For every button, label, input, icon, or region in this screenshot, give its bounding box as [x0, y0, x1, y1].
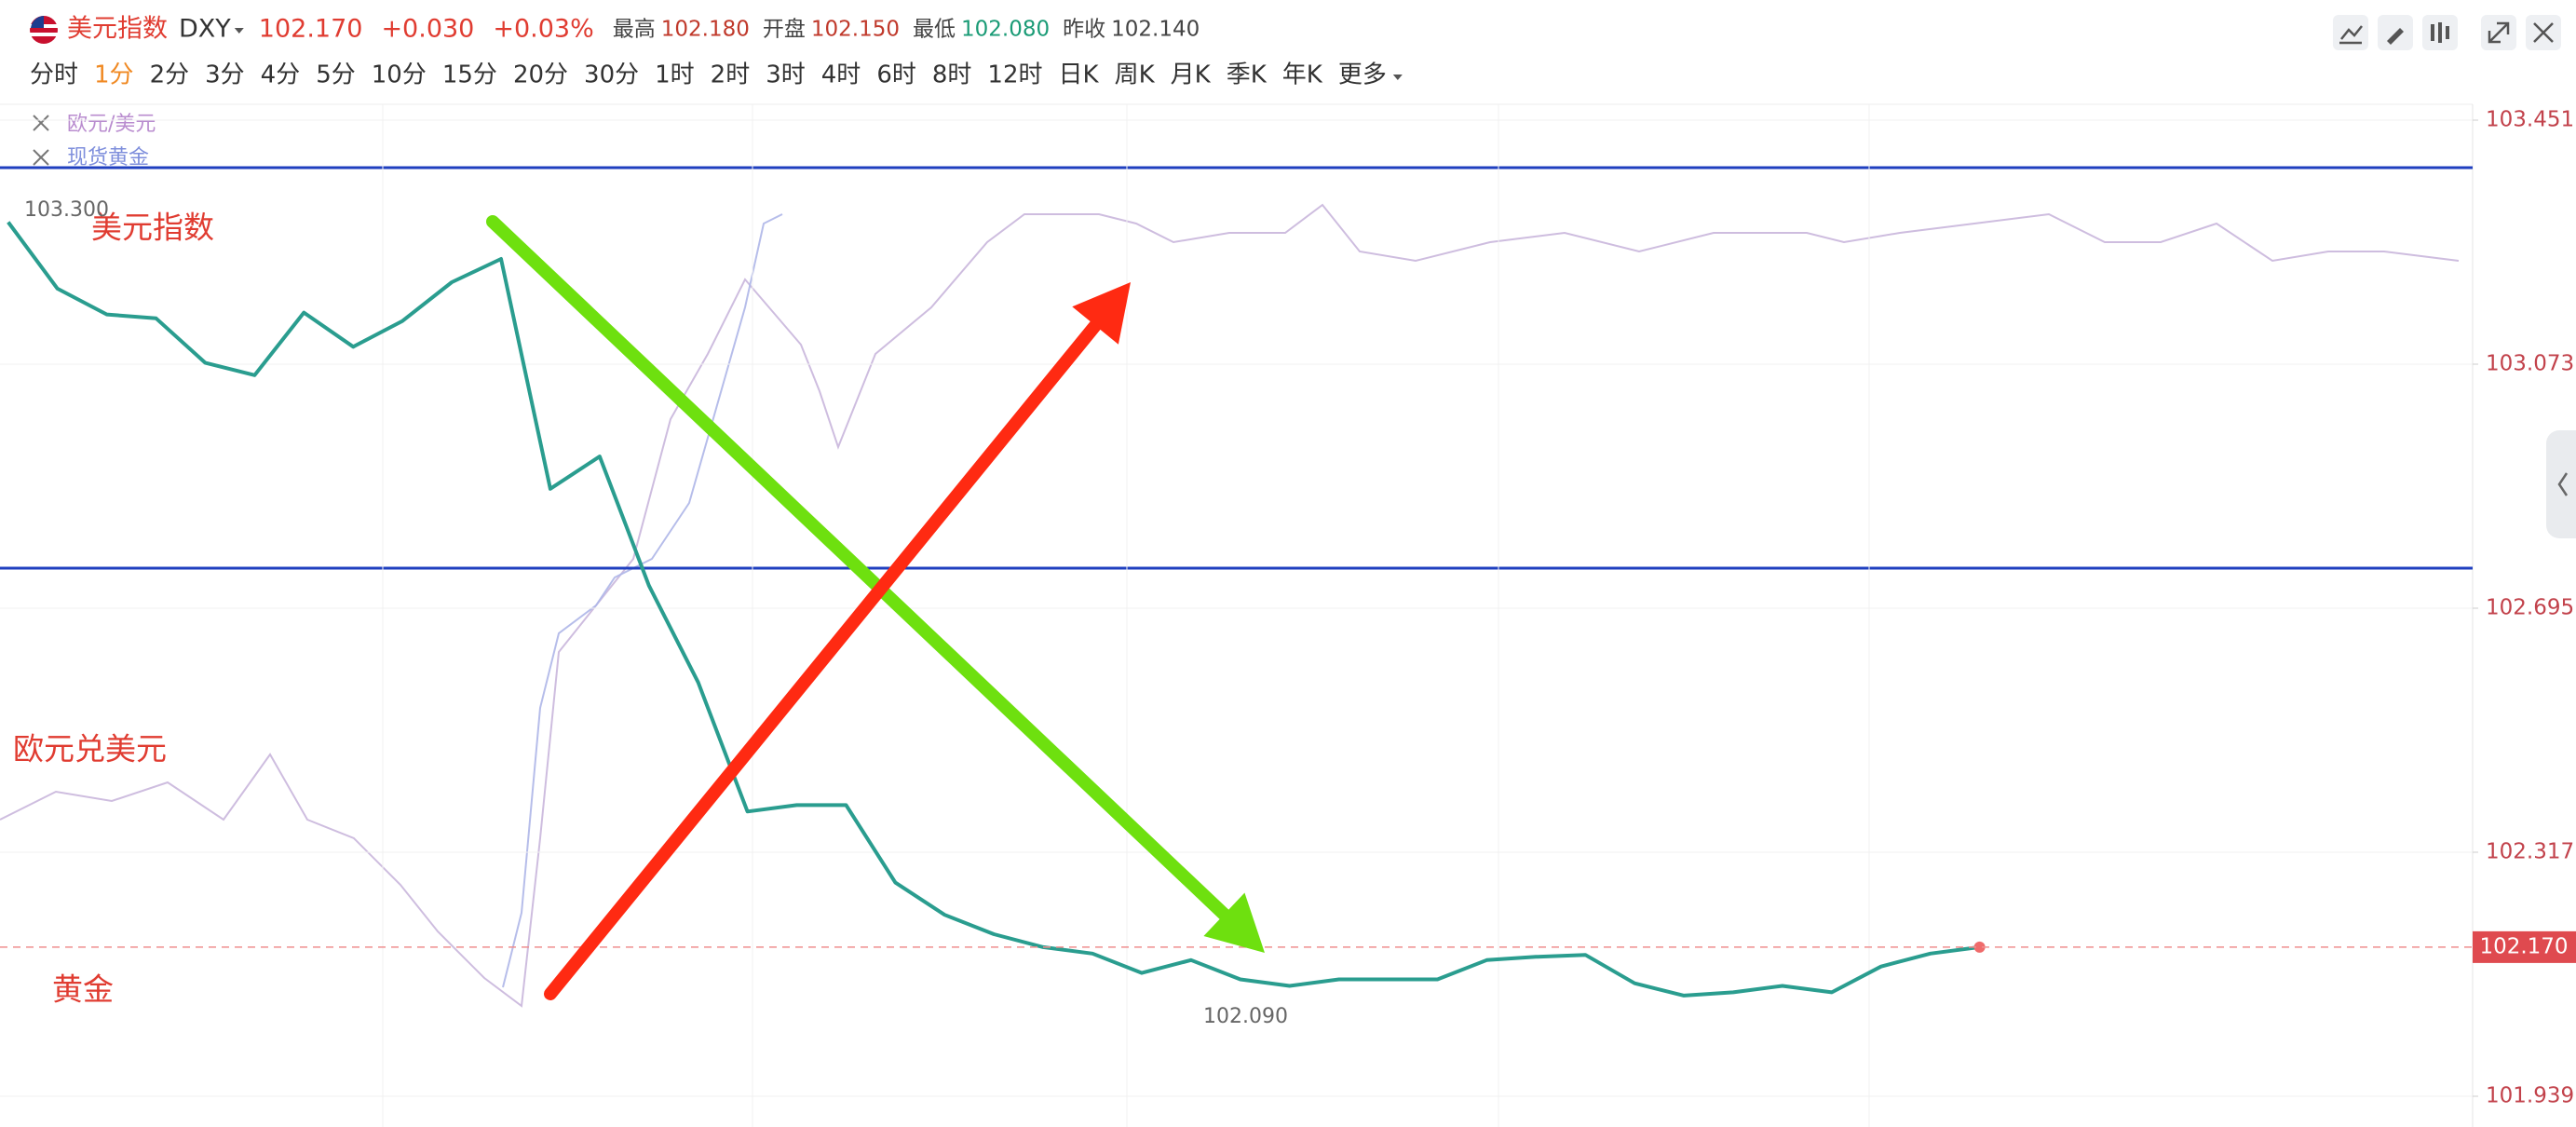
annotation: 黄金 — [52, 971, 114, 1008]
period-tab[interactable]: 5分 — [316, 61, 356, 89]
current-price-box — [2473, 930, 2576, 963]
arrow-shaft[interactable] — [486, 215, 1231, 921]
stat-label: 开盘 — [763, 18, 806, 42]
period-tab[interactable]: 4时 — [821, 61, 861, 89]
period-tab[interactable]: 1分 — [94, 61, 134, 89]
low-label: 102.090 — [1203, 1005, 1288, 1028]
eurusd-overlay — [0, 203, 2460, 1008]
current-price-label: 102.170 — [2479, 934, 2568, 958]
overlay-label: 现货黄金 — [67, 146, 149, 170]
period-tab[interactable]: 年K — [1282, 61, 1323, 89]
y-tick-label: 103.073 — [2486, 352, 2574, 376]
period-tab[interactable]: 3时 — [766, 61, 806, 89]
change: +0.030 — [381, 15, 474, 44]
period-tab[interactable]: 分时 — [30, 61, 78, 89]
period-tab[interactable]: 更多 — [1338, 61, 1387, 89]
side-panel-toggle[interactable] — [2546, 430, 2576, 538]
dropdown-caret[interactable] — [234, 28, 244, 34]
period-tab[interactable]: 季K — [1227, 61, 1268, 89]
y-tick-label: 101.939 — [2486, 1084, 2574, 1108]
arrow-shaft[interactable] — [544, 319, 1103, 1000]
period-tab[interactable]: 6时 — [876, 61, 916, 89]
flag — [30, 16, 58, 44]
high-label: 103.300 — [24, 198, 109, 222]
period-tab[interactable]: 15分 — [442, 61, 497, 89]
period-tab[interactable]: 3分 — [205, 61, 245, 89]
arrow-head[interactable] — [1072, 282, 1131, 345]
toolbar-bg — [0, 0, 2576, 104]
period-tab[interactable]: 日K — [1059, 61, 1100, 89]
instrument-name: 美元指数 — [67, 15, 168, 44]
period-tab[interactable]: 10分 — [372, 61, 427, 89]
period-tab[interactable]: 12时 — [987, 61, 1042, 89]
symbol: DXY — [179, 15, 231, 44]
stat-label: 最高 — [613, 18, 656, 42]
y-tick-label: 102.695 — [2486, 596, 2574, 620]
period-tab[interactable]: 20分 — [513, 61, 568, 89]
price-line — [7, 221, 1980, 998]
overlay-label: 欧元/美元 — [67, 113, 156, 136]
period-tab[interactable]: 1时 — [655, 61, 695, 89]
period-tab[interactable]: 周K — [1115, 61, 1156, 89]
chevron — [2557, 472, 2569, 496]
dropdown-caret[interactable] — [1392, 75, 1403, 80]
period-tab[interactable]: 2时 — [711, 61, 751, 89]
stat-label: 昨收 — [1063, 18, 1105, 42]
period-tab[interactable]: 月K — [1171, 61, 1212, 89]
change-pct: +0.03% — [493, 15, 593, 44]
stat-value: 102.180 — [661, 18, 750, 42]
arrow-head[interactable] — [1203, 892, 1265, 953]
period-tab[interactable]: 4分 — [261, 61, 301, 89]
y-tick-label: 102.317 — [2486, 840, 2574, 864]
period-tab[interactable]: 2分 — [150, 61, 190, 89]
period-tab[interactable]: 30分 — [584, 61, 639, 89]
y-tick-label: 103.451 — [2486, 108, 2574, 132]
tool-icons — [2333, 15, 2561, 50]
last-point — [1973, 941, 1986, 953]
legend-close[interactable] — [33, 115, 49, 166]
stat-value: 102.150 — [811, 18, 900, 42]
annotation: 美元指数 — [91, 210, 214, 246]
stat-label: 最低 — [913, 18, 956, 42]
period-tab[interactable]: 8时 — [932, 61, 972, 89]
annotation: 欧元兑美元 — [13, 731, 167, 767]
stat-value: 102.140 — [1111, 18, 1200, 42]
stat-value: 102.080 — [961, 18, 1050, 42]
price: 102.170 — [259, 15, 363, 44]
